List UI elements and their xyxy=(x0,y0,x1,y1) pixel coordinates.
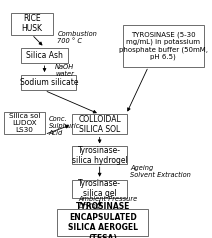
Text: TYROSINASE (5-30
mg/mL) in potassium
phosphate buffer (50mM,
pH 6.5): TYROSINASE (5-30 mg/mL) in potassium pho… xyxy=(119,31,208,60)
Text: Tyrosinase-
silica gel: Tyrosinase- silica gel xyxy=(78,179,121,198)
FancyBboxPatch shape xyxy=(72,114,127,134)
Text: RICE
HUSK: RICE HUSK xyxy=(21,14,42,34)
Text: TYROSINASE
ENCAPSULATED
SILICA AEROGEL
(TESA): TYROSINASE ENCAPSULATED SILICA AEROGEL (… xyxy=(68,203,138,238)
FancyBboxPatch shape xyxy=(57,209,148,236)
Text: NaOH
water: NaOH water xyxy=(55,64,74,77)
FancyBboxPatch shape xyxy=(11,13,53,35)
Text: Tyrosinase-
silica hydrogel: Tyrosinase- silica hydrogel xyxy=(72,146,127,165)
FancyBboxPatch shape xyxy=(4,112,45,134)
FancyBboxPatch shape xyxy=(72,146,127,164)
Text: Silica sol
LUDOX
LS30: Silica sol LUDOX LS30 xyxy=(9,113,40,133)
FancyBboxPatch shape xyxy=(123,25,204,67)
Text: Conc.
Sulphuric
Acid: Conc. Sulphuric Acid xyxy=(49,116,80,136)
Text: Combustion
700 ° C: Combustion 700 ° C xyxy=(57,31,97,44)
FancyBboxPatch shape xyxy=(72,180,127,198)
Text: Sodium silicate: Sodium silicate xyxy=(20,78,78,87)
Text: Ambient Pressure
Drying: Ambient Pressure Drying xyxy=(78,196,138,209)
Text: Silica Ash: Silica Ash xyxy=(26,51,63,60)
Text: Ageing
Solvent Extraction: Ageing Solvent Extraction xyxy=(130,165,191,178)
FancyBboxPatch shape xyxy=(21,75,76,90)
FancyBboxPatch shape xyxy=(21,48,68,63)
Text: COLLOIDAL
SILICA SOL: COLLOIDAL SILICA SOL xyxy=(78,115,121,134)
